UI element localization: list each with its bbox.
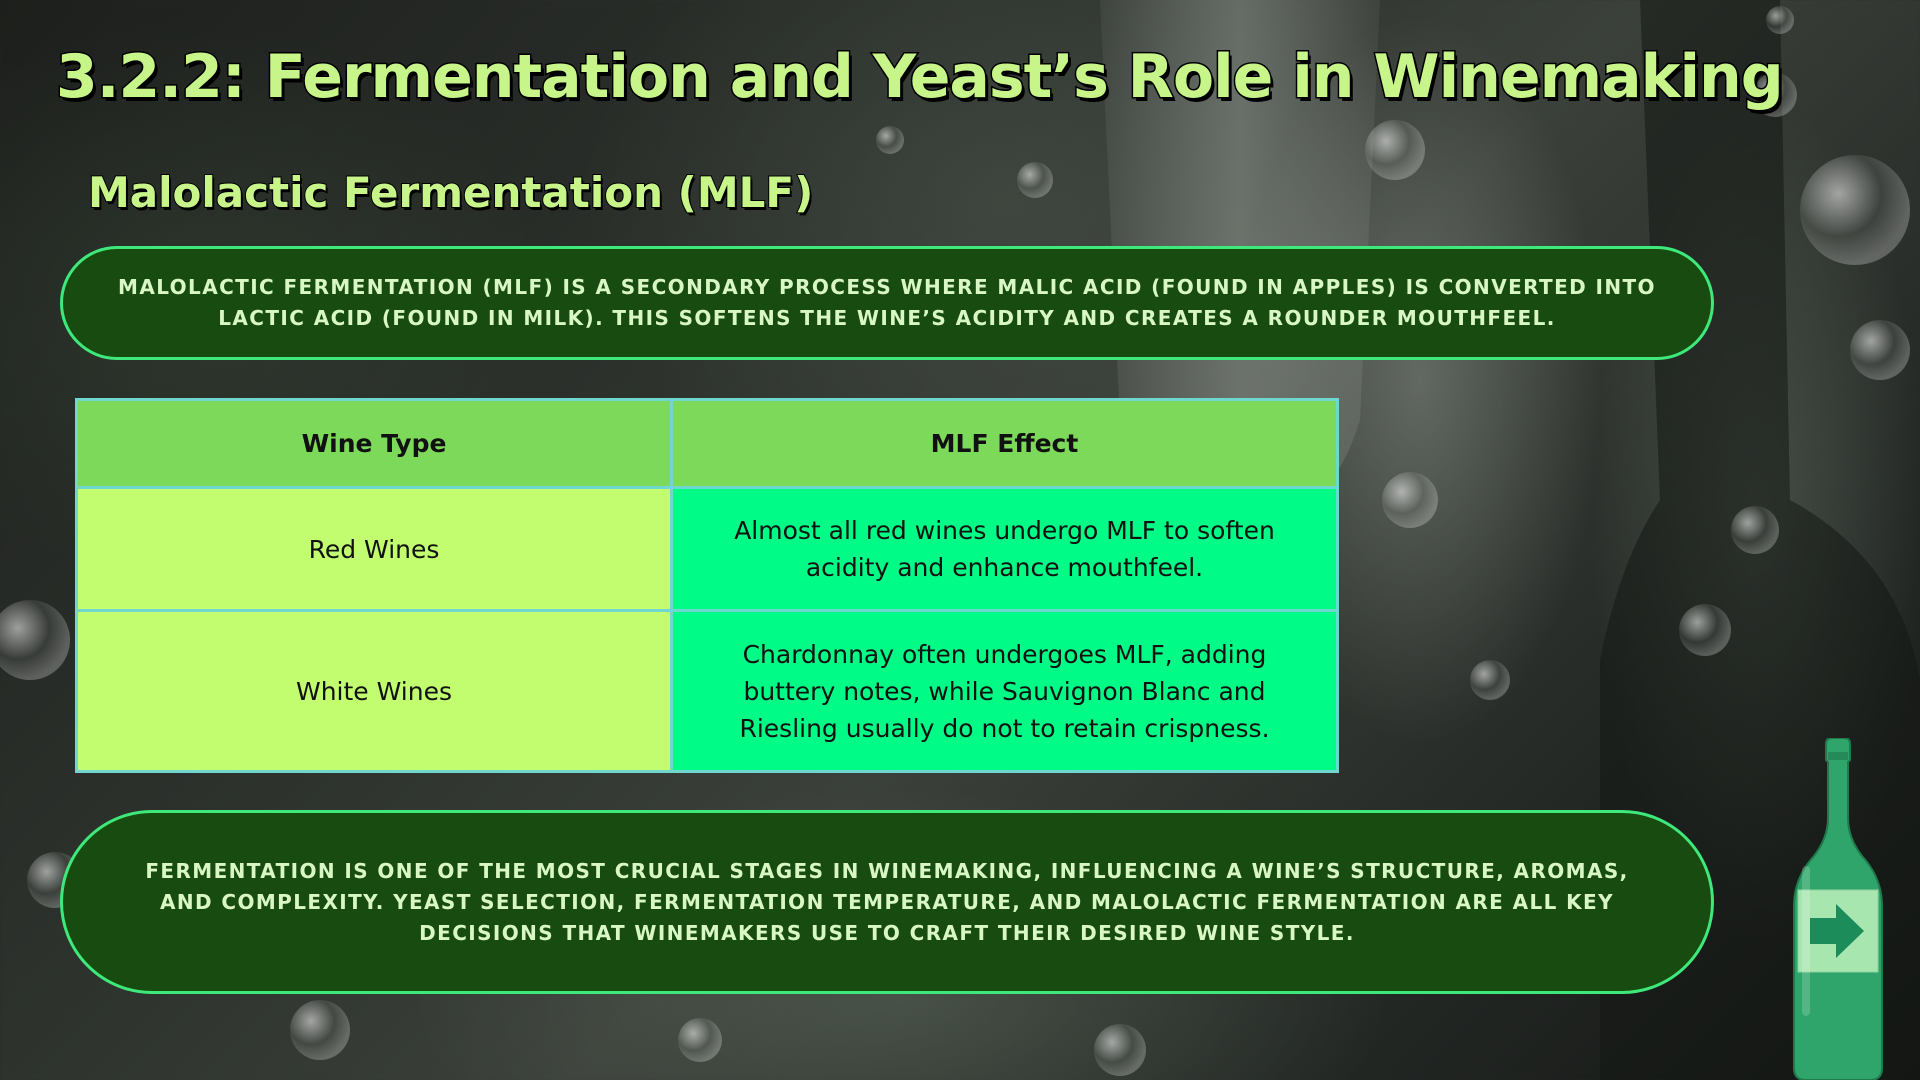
arrow-right-icon: [1810, 904, 1864, 958]
section-subtitle: Malolactic Fermentation (MLF): [87, 167, 814, 218]
table-row: White Wines Chardonnay often undergoes M…: [75, 609, 1339, 773]
wine-type-cell: White Wines: [75, 609, 673, 773]
intro-text-box: Malolactic fermentation (MLF) is a secon…: [60, 246, 1714, 360]
summary-text: Fermentation is one of the most crucial …: [145, 858, 1629, 945]
next-slide-button[interactable]: [1788, 737, 1888, 1080]
mlf-effect-cell: Almost all red wines undergo MLF to soft…: [670, 486, 1339, 612]
table-row: Red Wines Almost all red wines undergo M…: [75, 486, 1339, 612]
wine-bottle-icon: [1793, 737, 1883, 1080]
header-mlf-effect: MLF Effect: [670, 398, 1339, 489]
slide-title: 3.2.2: Fermentation and Yeast’s Role in …: [55, 41, 1786, 114]
summary-text-box: Fermentation is one of the most crucial …: [60, 810, 1714, 994]
intro-text: Malolactic fermentation (MLF) is a secon…: [118, 275, 1656, 330]
table-header-row: Wine Type MLF Effect: [75, 398, 1339, 489]
wine-type-cell: Red Wines: [75, 486, 673, 612]
header-wine-type: Wine Type: [75, 398, 673, 489]
mlf-table: Wine Type MLF Effect Red Wines Almost al…: [75, 398, 1339, 773]
mlf-effect-cell: Chardonnay often undergoes MLF, adding b…: [670, 609, 1339, 773]
